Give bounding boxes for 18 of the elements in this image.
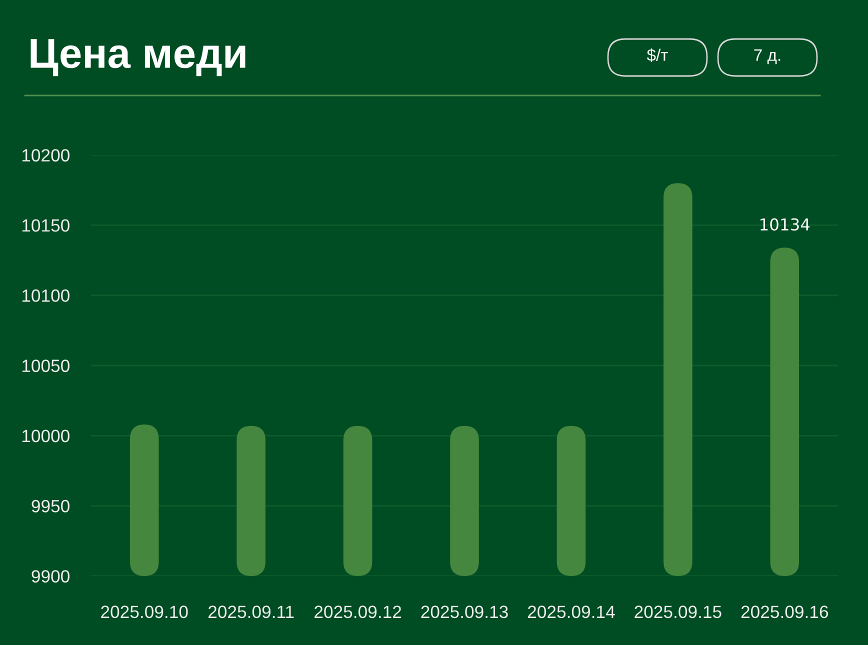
y-tick-label: 10000 <box>22 430 70 442</box>
y-tick-label: 10150 <box>22 219 70 232</box>
x-tick-label: 2025.09.15 <box>634 606 722 618</box>
y-tick-label: 9950 <box>32 500 70 512</box>
data-label: 10134 <box>760 218 810 231</box>
x-tick-label: 2025.09.11 <box>208 606 294 618</box>
y-tick-label: 10100 <box>22 289 70 302</box>
text: 7 д. <box>754 49 780 64</box>
text: $/т <box>646 48 668 62</box>
x-tick-label: 2025.09.14 <box>528 606 615 618</box>
y-tick-label: 9900 <box>32 570 70 583</box>
x-tick-label: 2025.09.12 <box>314 606 402 618</box>
y-tick-label: 10050 <box>22 360 70 372</box>
chart-title: Цена меди <box>30 39 246 76</box>
x-tick-label: 2025.09.16 <box>741 606 828 618</box>
y-tick-label: 10200 <box>22 149 70 162</box>
x-tick-label: 2025.09.13 <box>421 606 508 618</box>
x-tick-label: 2025.09.10 <box>101 606 188 618</box>
